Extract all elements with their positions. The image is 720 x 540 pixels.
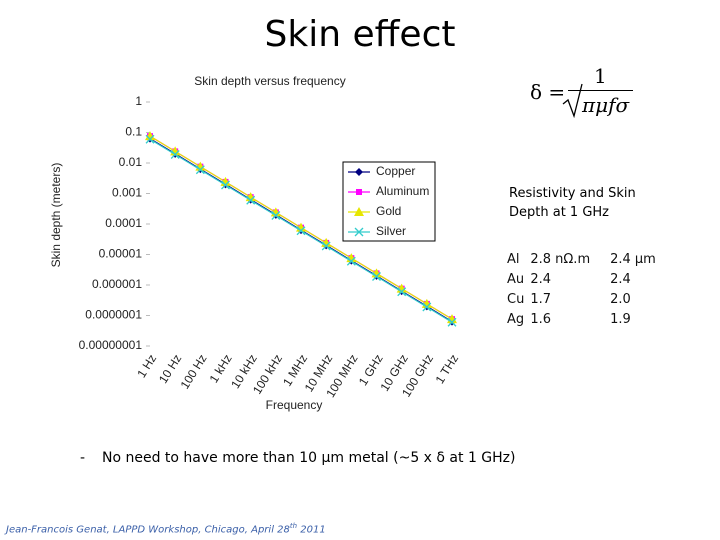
point [296, 226, 306, 236]
footer-text: Jean-Francois Genat, LAPPD Workshop, Chi… [6, 524, 290, 536]
point-stroke [170, 150, 180, 159]
point [221, 180, 230, 190]
bullet-marker: - [80, 450, 86, 466]
formula-lhs: δ = [530, 80, 566, 104]
table-row: Al 2.8 nΩ.m 2.4 μm [507, 250, 662, 270]
point-stroke [422, 302, 432, 312]
point-stroke [296, 226, 306, 236]
table-heading: Resistivity and Skin Depth at 1 GHz [509, 186, 636, 220]
table-cell: Al [507, 252, 520, 267]
point [271, 211, 281, 220]
y-axis-title: Skin depth (meters) [49, 163, 63, 268]
point [145, 131, 155, 141]
y-tick-label: 0.00001 [99, 247, 143, 261]
table-cell: 1.9 [610, 312, 631, 327]
table-row: Ag 1.6 1.9 [507, 310, 662, 330]
point [372, 272, 381, 281]
point-stroke [372, 272, 381, 281]
chart-title: Skin depth versus frequency [194, 74, 345, 88]
point-stroke [145, 134, 155, 144]
point [246, 195, 256, 205]
sqrt-sign [562, 83, 583, 118]
y-tick-label: 1 [135, 94, 142, 108]
point [422, 302, 432, 312]
point [145, 134, 155, 144]
bullet-text: No need to have more than 10 μm metal (~… [102, 450, 516, 466]
x-tick-label: 1 Hz [134, 352, 159, 380]
footer-sup: th [289, 522, 298, 530]
table-row: Au 2.4 2.4 [507, 270, 662, 290]
table-row: Cu 1.7 2.0 [507, 290, 662, 310]
point [195, 165, 205, 175]
y-tick-label: 0.0001 [105, 216, 142, 230]
legend-label: Aluminum [376, 184, 429, 198]
table-cell: 2.0 [610, 292, 631, 307]
x-tick-label: 1 THz [433, 352, 462, 386]
point [321, 241, 331, 251]
y-tick-label: 0.01 [119, 155, 143, 169]
formula-numerator: 1 [594, 64, 607, 88]
table-cell: 2.4 μm [610, 252, 656, 267]
table-cell: Cu [507, 292, 525, 307]
resistivity-table: Al 2.8 nΩ.m 2.4 μm Au 2.4 2.4 Cu 1.7 2.0 Ag 1.6 1.9 [507, 250, 662, 330]
table-cell: 1.7 [530, 292, 552, 307]
table-cell: Au [507, 272, 525, 287]
legend-marker [356, 189, 362, 195]
table-cell: 2.4 [530, 272, 552, 287]
point [346, 256, 356, 266]
y-tick-label: 0.1 [125, 125, 142, 139]
y-tick-label: 0.0000001 [85, 308, 142, 322]
formula-denominator: πμfσ [568, 90, 634, 117]
legend-label: Silver [376, 224, 406, 238]
table-cell: 2.8 nΩ.m [530, 252, 591, 267]
x-tick-label: 100 Hz [178, 352, 210, 392]
footer: Jean-Francois Genat, LAPPD Workshop, Chi… [6, 522, 326, 535]
legend-marker [354, 207, 364, 216]
point-stroke [447, 317, 457, 327]
legend-label: Copper [376, 164, 415, 178]
table-cell: 1.6 [530, 312, 552, 327]
point-stroke [246, 195, 256, 205]
y-tick-label: 0.00000001 [79, 338, 143, 352]
footer-text: 2011 [297, 524, 326, 536]
table-cell: 2.4 [610, 272, 631, 287]
legend-marker [355, 168, 363, 176]
point [170, 150, 180, 159]
point-stroke [271, 211, 281, 220]
point [397, 287, 407, 297]
y-tick-label: 0.000001 [92, 277, 142, 291]
point-stroke [397, 287, 407, 297]
point-stroke [346, 256, 356, 266]
chart: Skin depth versus frequency Frequency Sk… [49, 74, 462, 412]
legend-marker [354, 227, 364, 237]
table-cell: Ag [507, 312, 525, 327]
y-tick-label: 0.001 [112, 186, 142, 200]
point-stroke [195, 165, 205, 175]
x-axis-title: Frequency [266, 398, 323, 412]
slide-title: Skin effect [264, 14, 456, 55]
point-stroke [354, 227, 364, 237]
legend-label: Gold [376, 204, 401, 218]
point-stroke [221, 180, 230, 190]
point [447, 317, 457, 327]
point-stroke [321, 241, 331, 251]
